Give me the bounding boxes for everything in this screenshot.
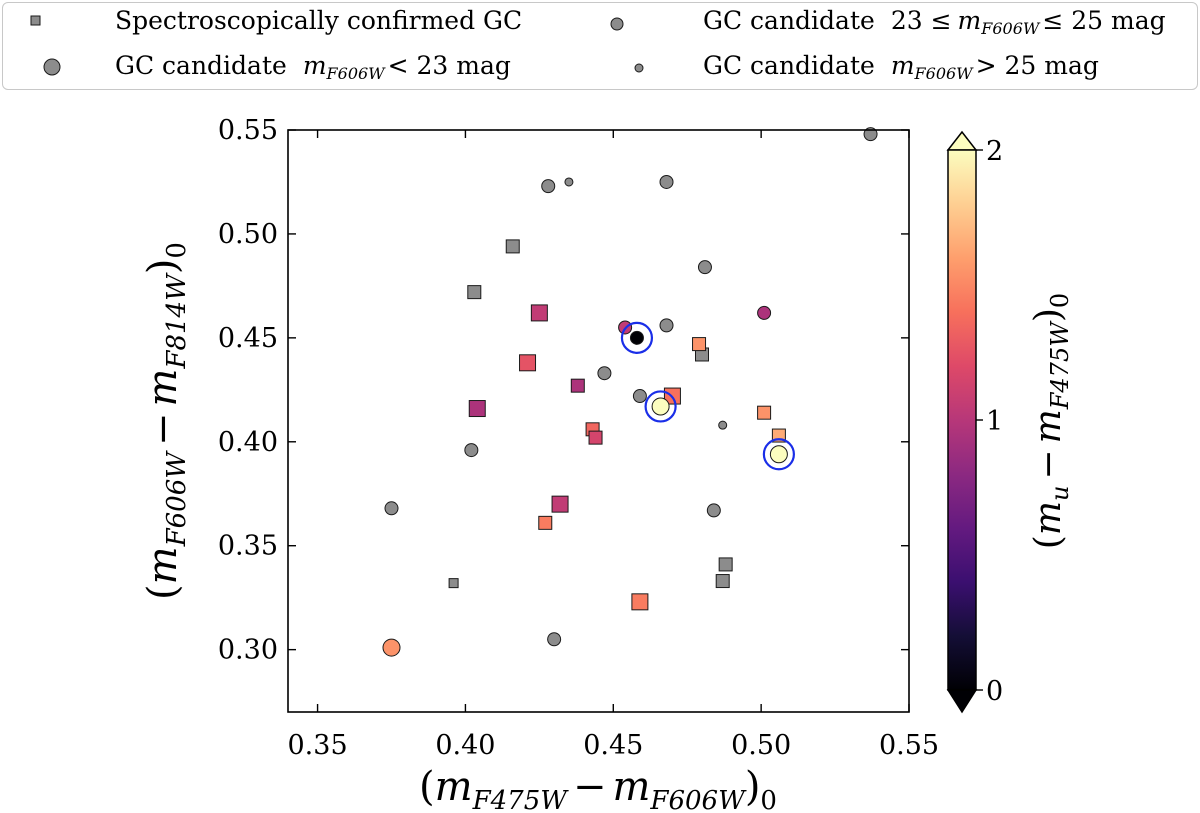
y-tick-label: 0.50 (218, 219, 278, 250)
data-point-circle-31 (547, 632, 562, 647)
data-point-square-0 (505, 239, 520, 254)
colorbar-tick-label: 1 (986, 406, 1003, 437)
x-tick-label: 0.40 (435, 730, 495, 761)
legend-label-bright: GC candidate mF606W < 23 mag (115, 51, 511, 83)
data-point-square-17 (757, 405, 772, 420)
x-tick-label: 0.55 (879, 730, 939, 761)
legend-label-faint: GC candidate mF606W > 25 mag (703, 51, 1099, 83)
x-tick-label: 0.45 (583, 730, 643, 761)
data-point-square-7 (519, 354, 537, 372)
data-points (382, 127, 878, 657)
y-tick-label: 0.35 (218, 531, 278, 562)
data-point-square-10 (585, 422, 600, 437)
data-point-circle-37 (769, 445, 788, 464)
y-tick-label: 0.45 (218, 323, 278, 354)
data-point-circle-29 (384, 501, 399, 516)
data-point-circle-35 (629, 330, 644, 345)
legend-svg: Spectroscopically confirmed GC GC candid… (30, 6, 1166, 83)
data-point-circle-33 (757, 305, 772, 320)
data-point-circle-23 (697, 260, 712, 275)
data-point-circle-20 (564, 177, 574, 187)
legend-marker-circle-medium (610, 17, 624, 31)
data-point-circle-32 (618, 320, 633, 335)
x-axis-label: (mF475W − mF606W)0 (419, 764, 777, 813)
legend-marker-square (30, 15, 41, 26)
data-point-square-1 (467, 285, 482, 300)
data-point-circle-36 (651, 397, 670, 416)
data-point-circle-25 (597, 366, 612, 381)
data-point-circle-30 (706, 503, 721, 518)
data-point-square-2 (448, 578, 459, 589)
colorbar-tick-label: 2 (986, 136, 1003, 167)
data-point-circle-34 (382, 638, 401, 657)
plot-frame (287, 129, 910, 713)
x-tick-label: 0.50 (731, 730, 791, 761)
data-point-circle-27 (464, 443, 479, 458)
colorbar (947, 149, 977, 691)
data-point-circle-24 (659, 318, 674, 333)
y-tick-label: 0.40 (218, 427, 278, 458)
data-point-square-9 (570, 378, 585, 393)
legend-label-confirmed: Spectroscopically confirmed GC (115, 6, 522, 35)
data-point-square-6 (530, 304, 548, 322)
legend-marker-circle-small (634, 63, 644, 73)
y-tick-label: 0.30 (218, 635, 278, 666)
data-point-square-8 (468, 400, 486, 418)
axis-ticks: 0.35 0.40 0.45 0.50 0.55 0.30 0.35 0.40 0.45 0.50… (218, 115, 939, 761)
colorbar-extend-top (946, 130, 978, 151)
highlight-ring-35 (620, 321, 654, 354)
colorbar-extend-bottom (946, 689, 978, 714)
data-point-square-3 (695, 347, 709, 362)
data-point-circle-22 (863, 127, 878, 142)
x-tick-label: 0.35 (288, 730, 348, 761)
data-point-square-13 (538, 515, 553, 530)
data-point-square-12 (551, 495, 569, 513)
colorbar-tick-label: 0 (986, 676, 1003, 707)
legend-marker-circle-large (43, 58, 61, 76)
colorbar-label: (mu−mF475W)0 (1028, 293, 1074, 549)
data-point-circle-26 (632, 389, 647, 404)
data-point-square-5 (718, 557, 733, 572)
highlight-ring-36 (644, 390, 677, 423)
legend-label-mid: GC candidate 23 ≤ mF606W ≤ 25 mag (703, 6, 1166, 38)
colorbar-ticks: 0 1 2 (976, 136, 1003, 707)
data-point-circle-28 (718, 420, 728, 430)
data-point-square-15 (663, 387, 681, 405)
data-point-square-4 (715, 574, 730, 589)
data-point-square-18 (771, 428, 786, 443)
y-axis-label: (mF606W−mF814W)0 (140, 242, 192, 600)
data-point-square-14 (631, 593, 649, 611)
highlight-ring-37 (762, 438, 795, 471)
data-point-circle-21 (659, 174, 674, 189)
data-point-square-11 (588, 430, 603, 445)
legend: Spectroscopically confirmed GC GC candid… (2, 2, 1198, 90)
y-tick-label: 0.55 (218, 115, 278, 146)
data-point-square-16 (692, 337, 707, 352)
data-point-circle-19 (541, 179, 556, 194)
